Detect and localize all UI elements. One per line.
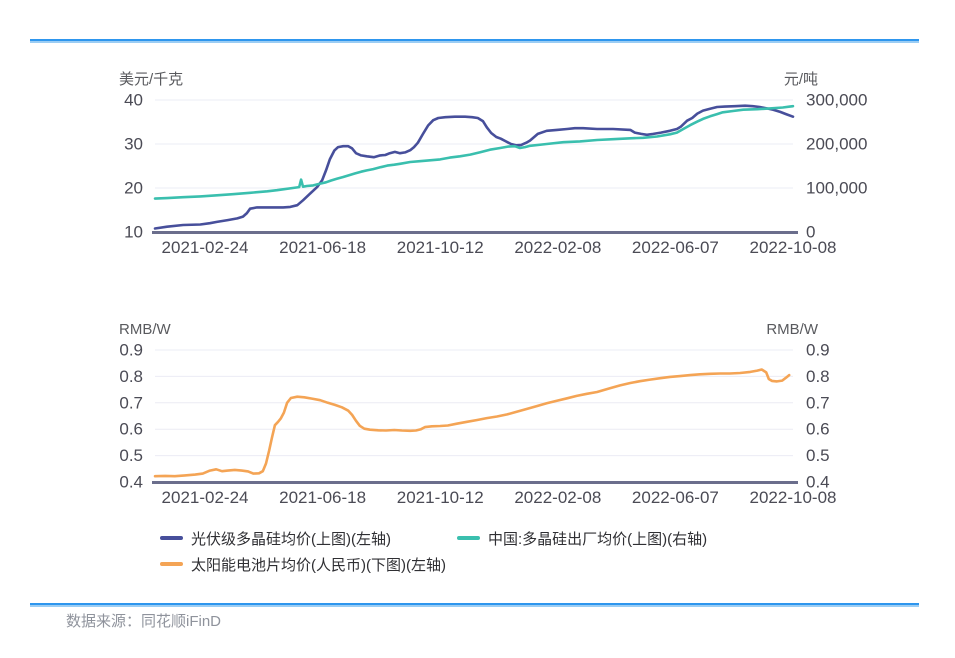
top-divider [30, 39, 919, 41]
y-axis-right-tick: 0.5 [806, 446, 830, 465]
y-axis-right-tick: 100,000 [806, 179, 867, 198]
x-axis-tick: 2021-02-24 [162, 238, 249, 257]
x-axis-tick: 2021-10-12 [397, 488, 484, 507]
y-axis-left-tick: 0.8 [119, 367, 143, 386]
y-axis-left-tick: 0.9 [119, 341, 143, 360]
series-line-left [153, 104, 795, 230]
x-axis-tick: 2021-06-18 [279, 238, 366, 257]
y-axis-right-tick: 0.9 [806, 341, 830, 360]
y-axis-left-tick: 40 [124, 91, 143, 110]
legend-item-solar-cell: 太阳能电池片均价(人民币)(下图)(左轴) [160, 555, 446, 574]
y-axis-right-tick: 0.6 [806, 420, 830, 439]
legend-swatch-blue [160, 536, 183, 540]
x-axis-line [152, 481, 798, 484]
y-axis-left-unit: RMB/W [119, 321, 172, 338]
x-axis-line [152, 231, 798, 234]
x-axis-tick: 2021-02-24 [162, 488, 249, 507]
data-source-note: 数据来源：同花顺iFinD [66, 613, 222, 630]
y-axis-left-tick: 30 [124, 135, 143, 154]
series-line-left [153, 368, 791, 478]
y-axis-right-unit: RMB/W [766, 321, 819, 338]
y-axis-right-tick: 0.7 [806, 393, 830, 412]
y-axis-right-tick: 0.4 [806, 473, 830, 492]
y-axis-right-tick: 0 [806, 223, 815, 242]
x-axis-tick: 2022-02-08 [514, 488, 601, 507]
y-axis-left-unit: 美元/千克 [119, 71, 183, 88]
x-axis-tick: 2021-10-12 [397, 238, 484, 257]
legend-swatch-teal [457, 536, 480, 540]
x-axis-tick: 2022-06-07 [632, 238, 719, 257]
y-axis-left-tick: 0.4 [119, 473, 143, 492]
legend-label: 中国:多晶硅出厂均价(上图)(右轴) [488, 530, 708, 548]
legend-label: 光伏级多晶硅均价(上图)(左轴) [191, 530, 391, 548]
legend-item-polysilicon-usd: 光伏级多晶硅均价(上图)(左轴) [160, 529, 391, 548]
x-axis-tick: 2022-06-07 [632, 488, 719, 507]
x-axis-tick: 2021-06-18 [279, 488, 366, 507]
y-axis-left-tick: 0.6 [119, 420, 143, 439]
y-axis-right-tick: 300,000 [806, 91, 867, 110]
y-axis-right-unit: 元/吨 [784, 71, 818, 88]
legend-label: 太阳能电池片均价(人民币)(下图)(左轴) [191, 556, 446, 574]
series-line-right [153, 104, 795, 200]
y-axis-left-tick: 10 [124, 223, 143, 242]
y-axis-right-tick: 0.8 [806, 367, 830, 386]
legend-swatch-orange [160, 562, 183, 566]
y-axis-left-tick: 0.5 [119, 446, 143, 465]
y-axis-left-tick: 0.7 [119, 393, 143, 412]
x-axis-tick: 2022-10-08 [750, 488, 837, 507]
x-axis-tick: 2022-10-08 [750, 238, 837, 257]
y-axis-left-tick: 20 [124, 179, 143, 198]
bottom-divider [30, 603, 919, 605]
x-axis-tick: 2022-02-08 [514, 238, 601, 257]
legend-item-polysilicon-china: 中国:多晶硅出厂均价(上图)(右轴) [457, 529, 708, 548]
y-axis-right-tick: 200,000 [806, 135, 867, 154]
